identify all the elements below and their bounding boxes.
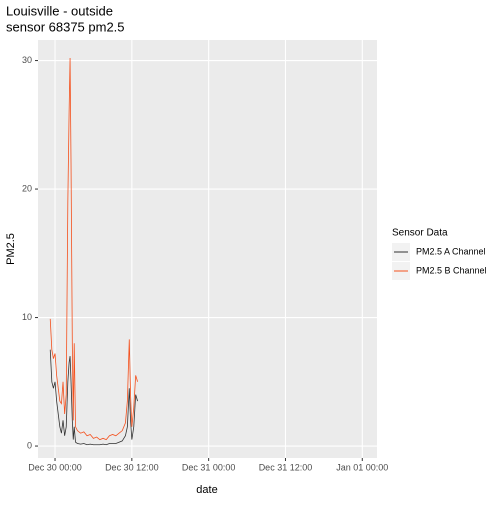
x-axis-label: date — [196, 484, 217, 496]
legend-label: PM2.5 B Channel — [416, 265, 487, 275]
line-series — [49, 349, 138, 446]
x-tick-label: Dec 30 00:00 — [28, 462, 82, 472]
legend-label: PM2.5 A Channel — [416, 246, 486, 256]
x-tick-label: Dec 31 00:00 — [182, 462, 236, 472]
y-tick-label: 0 — [27, 440, 32, 450]
x-tick-label: Jan 01 00:00 — [336, 462, 388, 472]
line-series — [49, 57, 138, 441]
y-tick-label: 20 — [22, 183, 32, 193]
panel — [38, 40, 377, 458]
x-tick-label: Dec 30 12:00 — [105, 462, 159, 472]
y-axis-label: PM2.5 — [5, 233, 17, 265]
chart-title: Louisville - outside — [6, 3, 113, 18]
legend-title: Sensor Data — [392, 228, 448, 239]
chart-subtitle: sensor 68375 pm2.5 — [6, 19, 125, 34]
y-tick-label: 30 — [22, 55, 32, 65]
x-tick-label: Dec 31 12:00 — [259, 462, 313, 472]
y-tick-label: 10 — [22, 312, 32, 322]
